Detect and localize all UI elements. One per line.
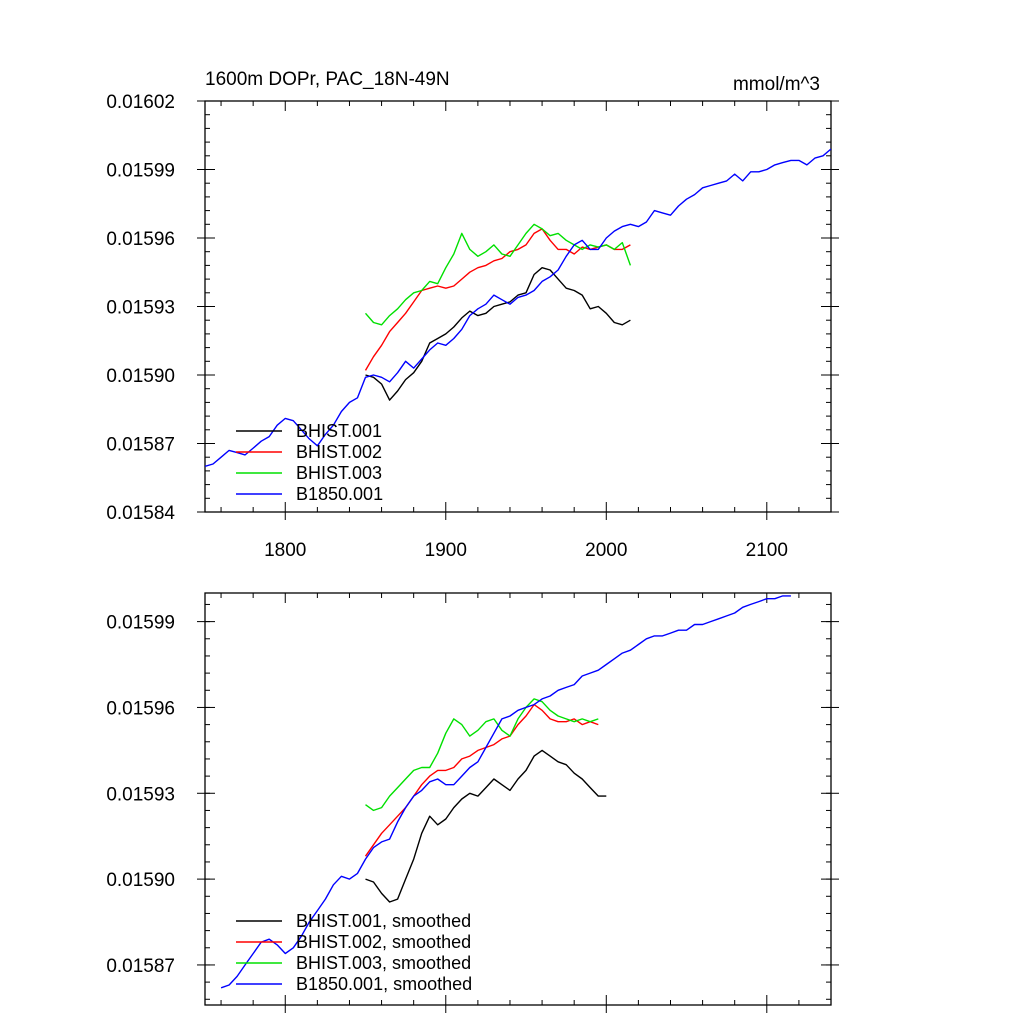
x-tick-label: 1900: [425, 540, 467, 561]
y-tick-label: 0.01590: [106, 366, 175, 387]
y-tick-label: 0.01602: [106, 92, 175, 113]
bottom-panel: 0.01587 0.01590 0.01593 0.01596 0.01599 BHIST…: [106, 592, 839, 1013]
x-tick-label: 2000: [585, 540, 627, 561]
series-group: [205, 148, 831, 467]
units-label: mmol/m^3: [733, 74, 820, 95]
legend-label: BHIST.001, smoothed: [296, 911, 471, 931]
chart-title: 1600m DOPr, PAC_18N-49N: [205, 69, 450, 90]
y-tick-label: 0.01593: [106, 784, 175, 805]
x-tick-label: 1800: [264, 540, 306, 561]
y-tick-label: 0.01587: [106, 956, 175, 977]
y-tick-label: 0.01587: [106, 435, 175, 456]
legend-label: B1850.001, smoothed: [296, 974, 472, 994]
series-group: [220, 595, 791, 989]
y-tick-label: 0.01593: [106, 298, 175, 319]
legend-label: B1850.001: [296, 484, 383, 504]
legend-label: BHIST.001: [296, 421, 382, 441]
legend-label: BHIST.003, smoothed: [296, 953, 471, 973]
top-panel: 1600m DOPr, PAC_18N-49N mmol/m^3 1800 190…: [106, 69, 839, 561]
series-line-bhist-003-smoothed: [365, 698, 599, 812]
series-line-b1850-001-smoothed: [220, 595, 791, 989]
y-tick-label: 0.01584: [106, 503, 175, 524]
legend-label: BHIST.003: [296, 463, 382, 483]
series-line-bhist-003: [364, 223, 632, 326]
x-tick-label: 2100: [746, 540, 788, 561]
y-tick-label: 0.01596: [106, 698, 175, 719]
legend-label: BHIST.002: [296, 442, 382, 462]
series-line-bhist-001-smoothed: [365, 749, 607, 903]
series-line-bhist-002: [364, 228, 631, 371]
y-tick-label: 0.01596: [106, 229, 175, 250]
legend-label: BHIST.002, smoothed: [296, 932, 471, 952]
series-line-bhist-002-smoothed: [364, 703, 599, 857]
y-tick-label: 0.01590: [106, 870, 175, 891]
y-tick-label: 0.01599: [106, 161, 175, 182]
plot-frame: [204, 592, 832, 1006]
y-tick-label: 0.01599: [106, 613, 175, 634]
series-line-b1850-001: [205, 148, 831, 467]
series-line-bhist-001: [365, 267, 631, 401]
